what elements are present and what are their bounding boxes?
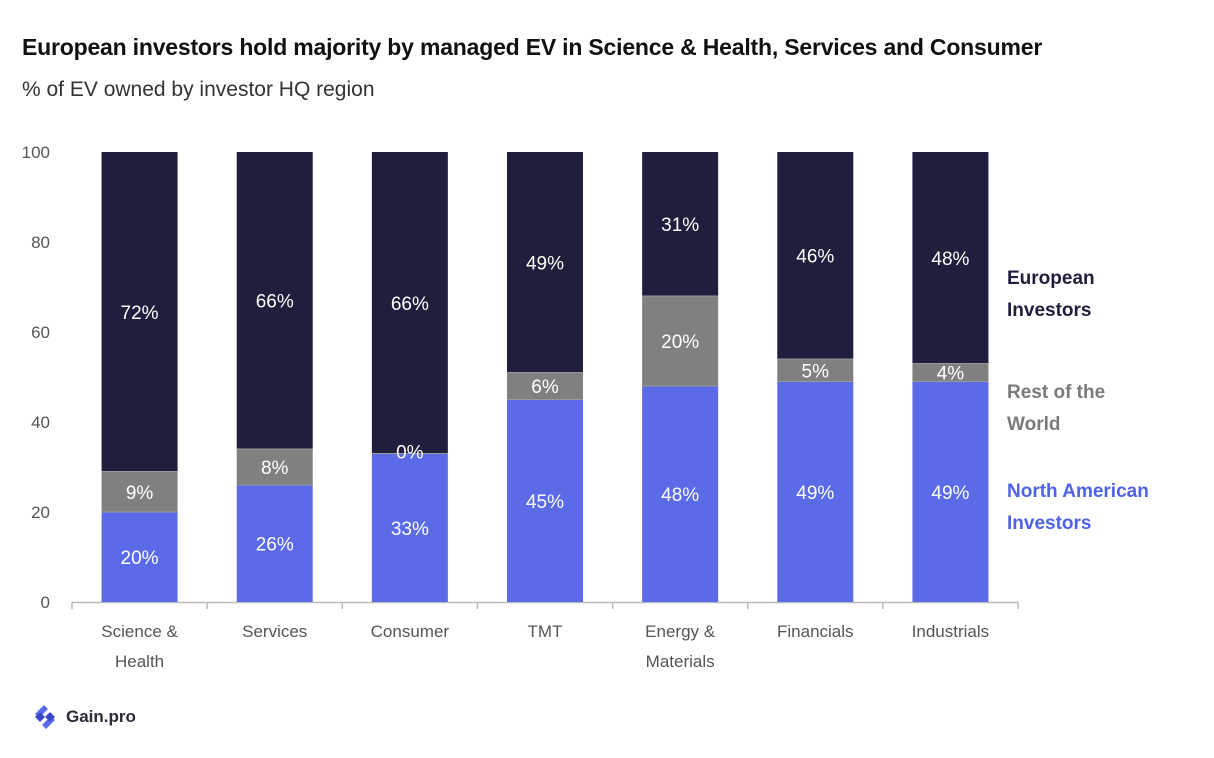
legend-rest-of-world: Rest of the xyxy=(1007,382,1105,403)
bar-north-american xyxy=(101,512,178,602)
data-label-european: 72% xyxy=(121,303,159,324)
data-label-rest-of-world: 20% xyxy=(661,332,699,353)
data-label-north-american: 49% xyxy=(796,483,834,504)
bar-european xyxy=(642,152,719,296)
chart-subtitle: % of EV owned by investor HQ region xyxy=(22,78,375,101)
data-label-rest-of-world: 8% xyxy=(261,458,289,479)
data-label-european: 31% xyxy=(661,215,699,236)
x-tick-label: Consumer xyxy=(371,622,450,641)
y-tick-label: 20 xyxy=(31,503,50,522)
y-tick-label: 60 xyxy=(31,323,50,342)
bar-european xyxy=(371,152,448,454)
data-label-rest-of-world: 9% xyxy=(126,483,154,504)
bar-rest-of-world xyxy=(507,372,583,400)
legend-north-american: Investors xyxy=(1007,513,1091,534)
bar-north-american xyxy=(642,386,719,602)
bar-european xyxy=(777,152,854,359)
data-label-european: 66% xyxy=(256,292,294,313)
data-label-european: 66% xyxy=(391,294,429,315)
data-label-rest-of-world: 4% xyxy=(937,364,965,385)
bar-rest-of-world xyxy=(236,449,313,485)
x-tick-label: Services xyxy=(242,622,307,641)
x-tick-label: Industrials xyxy=(912,622,989,641)
y-tick-label: 0 xyxy=(41,593,50,612)
bar-rest-of-world xyxy=(777,359,854,382)
x-tick-label: Energy & xyxy=(645,622,716,641)
chart-title: European investors hold majority by mana… xyxy=(22,34,1043,60)
bar-rest-of-world xyxy=(912,363,989,382)
bar-north-american xyxy=(777,381,854,602)
bar-north-american xyxy=(912,381,989,602)
data-label-north-american: 48% xyxy=(661,485,699,506)
x-tick-label: Health xyxy=(115,652,164,671)
bar-rest-of-world xyxy=(642,296,719,386)
bar-european xyxy=(912,152,989,364)
x-tick-label: TMT xyxy=(528,622,563,641)
data-label-european: 48% xyxy=(931,249,969,270)
data-label-european: 49% xyxy=(526,253,564,274)
legend-european: European xyxy=(1007,268,1095,289)
y-tick-label: 80 xyxy=(31,233,50,252)
legend-north-american: North American xyxy=(1007,481,1149,502)
data-label-north-american: 20% xyxy=(121,548,159,569)
legend-rest-of-world: World xyxy=(1007,414,1060,435)
gain-pro-logo-icon xyxy=(35,705,55,729)
data-label-rest-of-world: 6% xyxy=(531,377,559,398)
brand-logo: Gain.pro xyxy=(30,702,136,732)
data-label-european: 46% xyxy=(796,247,834,268)
y-tick-label: 40 xyxy=(31,413,50,432)
x-tick-label: Materials xyxy=(646,652,715,671)
data-label-north-american: 26% xyxy=(256,535,294,556)
y-tick-label: 100 xyxy=(22,143,50,162)
data-label-north-american: 33% xyxy=(391,519,429,540)
bar-rest-of-world xyxy=(101,471,178,512)
bar-north-american xyxy=(236,485,313,602)
x-tick-label: Science & xyxy=(101,622,178,641)
data-label-rest-of-world: 5% xyxy=(802,361,830,382)
bar-north-american xyxy=(371,453,448,602)
bar-european xyxy=(507,152,583,373)
legend-european: Investors xyxy=(1007,300,1091,321)
data-label-rest-of-world: 0% xyxy=(396,442,424,463)
brand-name: Gain.pro xyxy=(66,707,136,726)
x-tick-label: Financials xyxy=(777,622,854,641)
data-label-north-american: 49% xyxy=(931,483,969,504)
bar-european xyxy=(101,152,178,472)
data-label-north-american: 45% xyxy=(526,492,564,513)
bar-european xyxy=(236,152,313,449)
bar-north-american xyxy=(507,399,583,602)
stacked-bar-chart: 0 20 40 60 80 100 20% 9% 72% Science & Health 26% 8%… xyxy=(22,143,1149,671)
